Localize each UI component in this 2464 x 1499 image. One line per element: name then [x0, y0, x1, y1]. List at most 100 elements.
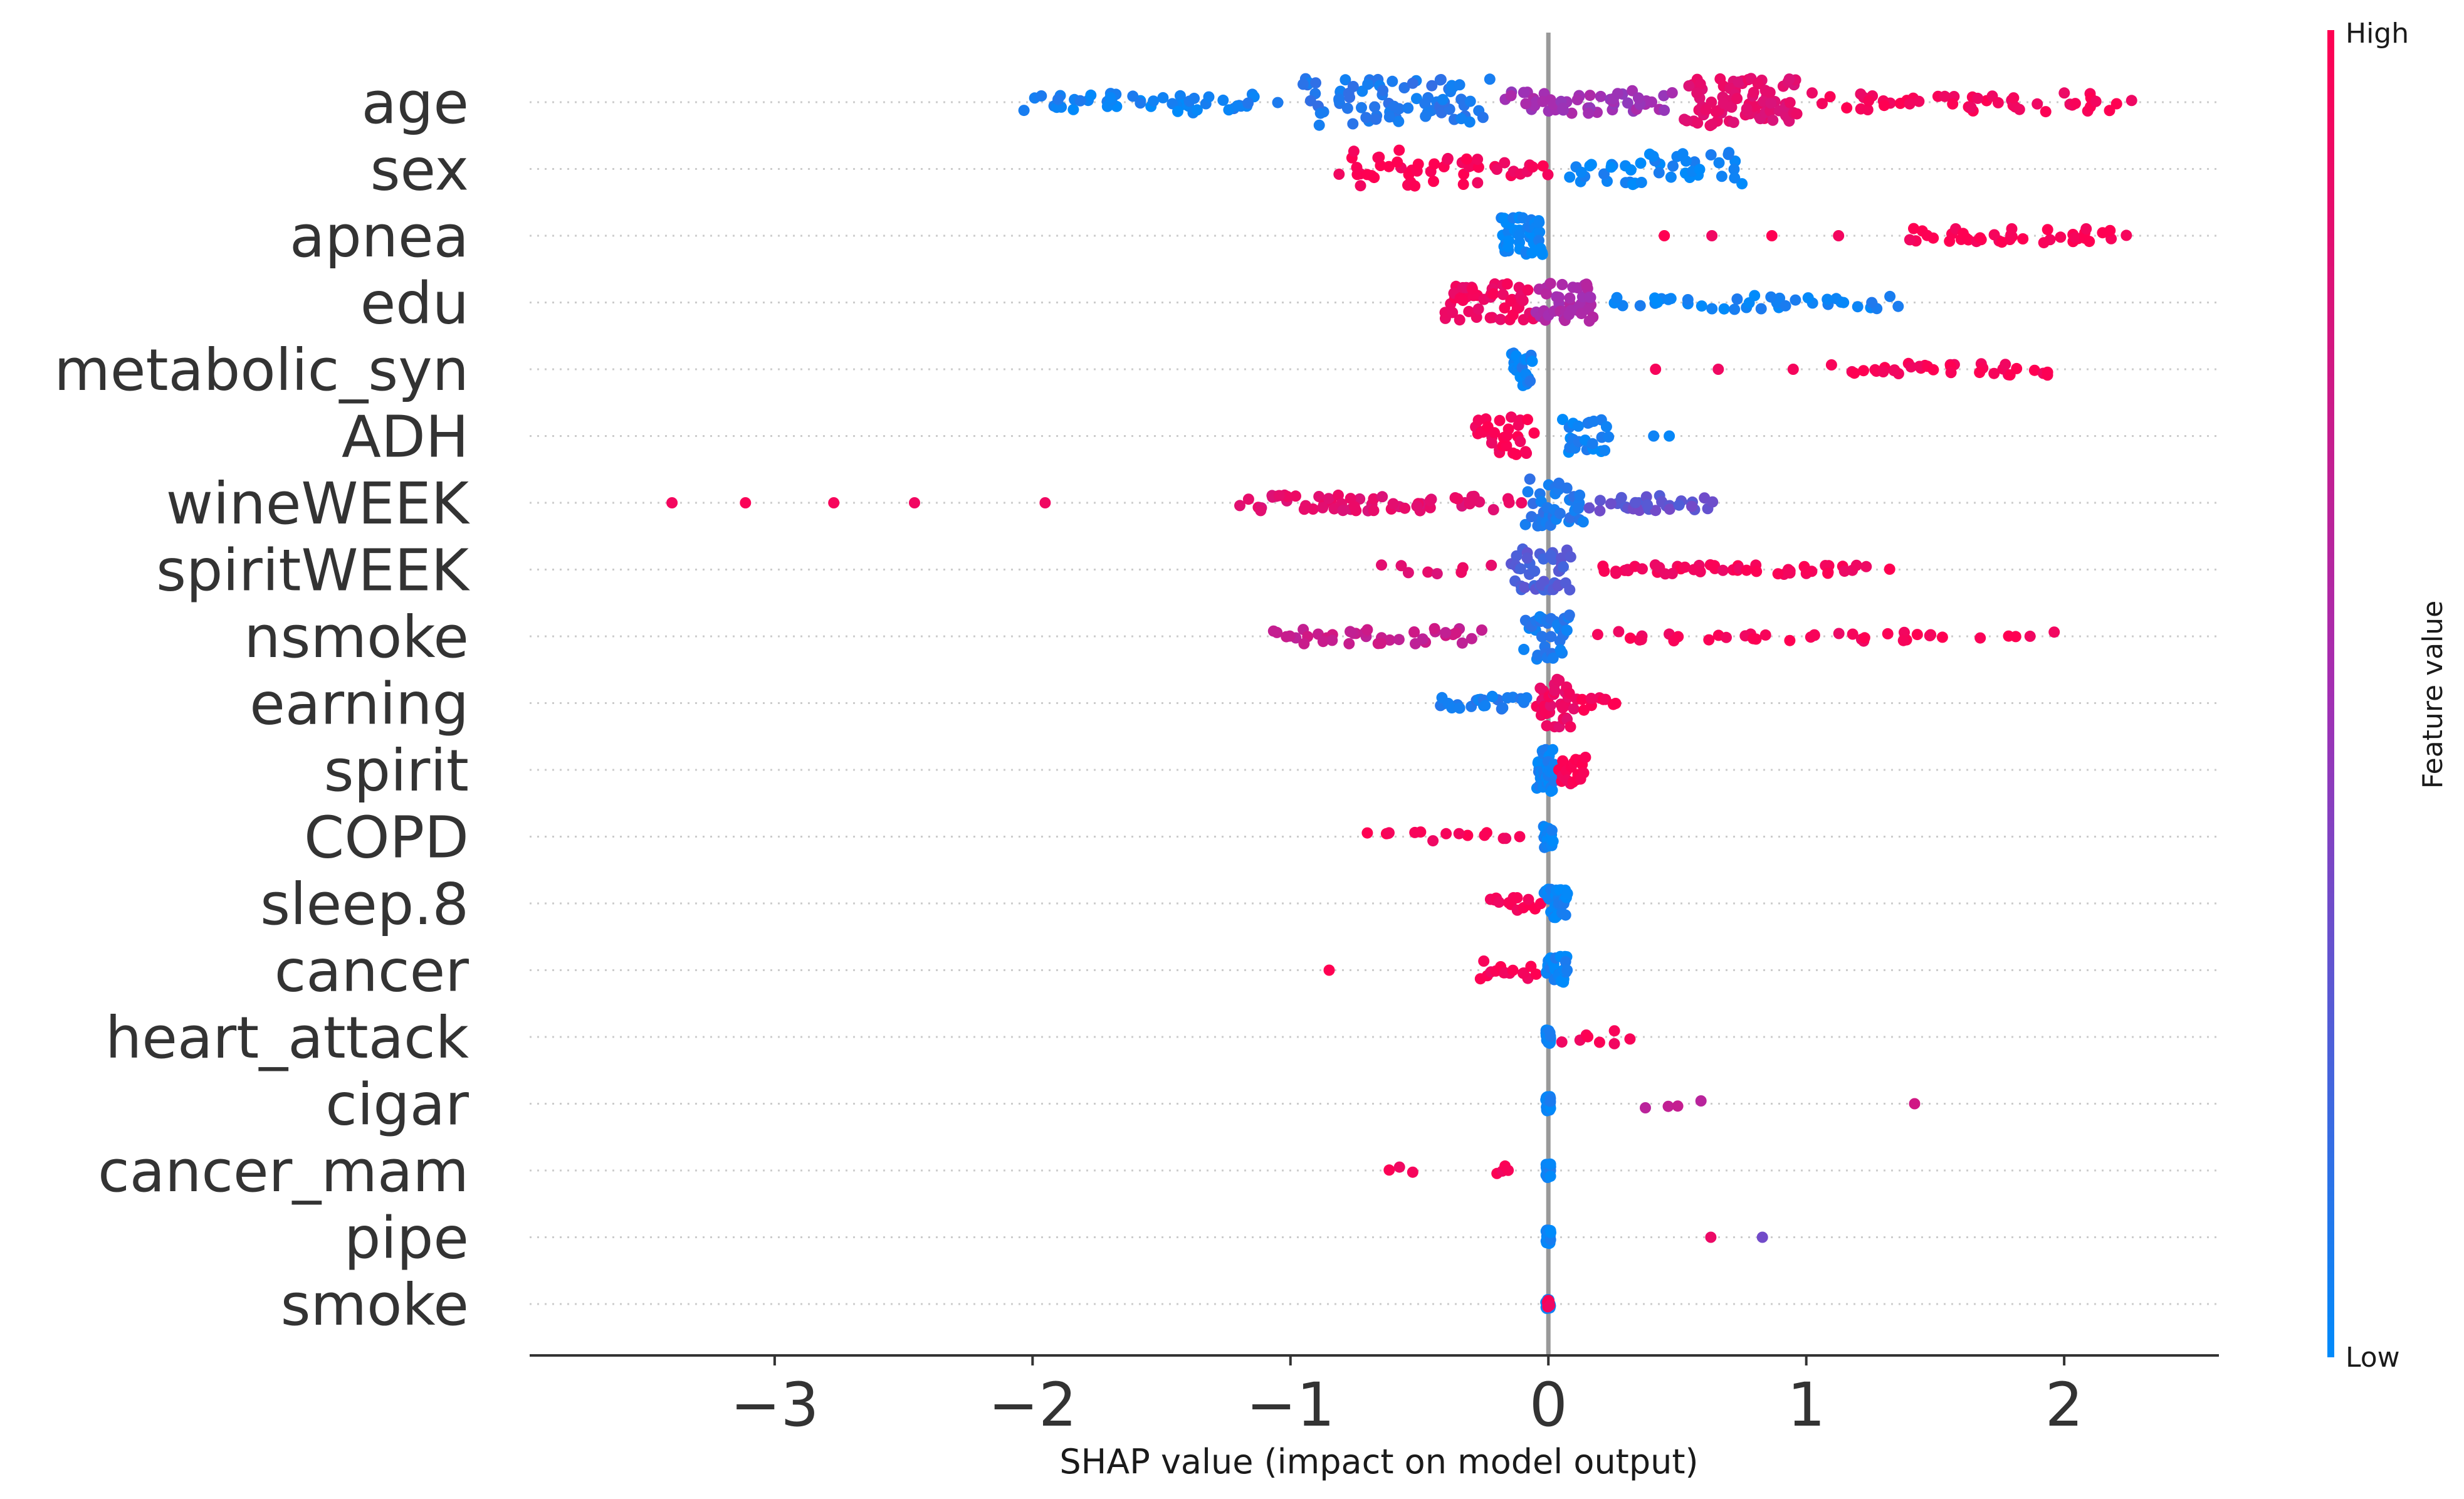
shap-point [1765, 97, 1777, 109]
shap-point [1524, 473, 1536, 485]
shap-point [1650, 364, 1662, 375]
shap-point [1574, 489, 1586, 501]
shap-point [1339, 74, 1351, 86]
shap-point [1514, 831, 1526, 843]
shap-point [1528, 427, 1540, 439]
shap-point [1456, 637, 1468, 649]
shap-point [1561, 624, 1573, 636]
shap-point [2055, 231, 2067, 243]
shap-point [1605, 498, 1617, 510]
shap-point [1533, 216, 1545, 228]
shap-point [1407, 1166, 1418, 1178]
shap-point [1375, 638, 1387, 649]
shap-point [2005, 229, 2017, 241]
shap-point [1450, 627, 1462, 639]
shap-point [1534, 226, 1546, 238]
shap-point [1317, 502, 1329, 513]
shap-point [1518, 87, 1529, 98]
shap-point [1530, 968, 1542, 980]
x-tick-label: −1 [1246, 1370, 1335, 1440]
shap-point [1349, 501, 1360, 513]
shap-point [1486, 437, 1497, 449]
shap-point [1477, 112, 1489, 124]
shap-point [1388, 100, 1400, 112]
shap-point [1452, 493, 1464, 505]
shap-point [1700, 104, 1712, 116]
shap-point [1267, 625, 1279, 637]
shap-point [1534, 898, 1546, 910]
shap-point [1765, 291, 1777, 303]
shap-point [1553, 292, 1565, 303]
shap-point [1478, 955, 1490, 967]
shap-point [1074, 95, 1086, 107]
shap-point [1598, 168, 1610, 180]
shap-point [1440, 627, 1452, 639]
shap-point [1605, 161, 1617, 173]
shap-point [1858, 365, 1869, 377]
shap-point [1927, 364, 1939, 376]
shap-point [1039, 497, 1051, 508]
shap-point [1755, 303, 1767, 315]
shap-point [2069, 98, 2081, 110]
shap-point [1947, 98, 1959, 110]
shap-point [1052, 93, 1064, 105]
shap-point [1627, 179, 1638, 191]
shap-point [1411, 500, 1423, 512]
shap-point [1487, 504, 1499, 515]
shap-point [1884, 563, 1895, 575]
shap-point [1506, 411, 1517, 423]
shap-point [1501, 430, 1513, 441]
shap-point [1610, 698, 1622, 709]
shap-point [1499, 157, 1511, 169]
shap-point [1547, 835, 1559, 847]
shap-point [1376, 559, 1387, 571]
shap-point [1673, 499, 1685, 511]
shap-point [1850, 559, 1862, 571]
shap-point [1858, 632, 1870, 644]
shap-point [1457, 562, 1469, 574]
shap-point [1600, 421, 1612, 433]
shap-point [1974, 367, 1986, 379]
shap-point [1273, 490, 1285, 502]
shap-point [1904, 234, 1916, 246]
shap-point [1741, 103, 1753, 115]
shap-point [1497, 702, 1509, 713]
shap-point [1691, 87, 1703, 99]
shap-point [1594, 505, 1606, 517]
shap-point [1465, 633, 1477, 644]
shap-point [1347, 81, 1359, 92]
shap-point [1462, 829, 1474, 841]
shap-point [1914, 360, 1926, 372]
shap-point [1174, 90, 1186, 102]
shap-point [2090, 95, 2102, 107]
shap-point [1333, 93, 1345, 105]
shap-point [1361, 169, 1373, 181]
shap-point [1583, 107, 1595, 119]
shap-point [1824, 91, 1836, 103]
shap-point [1718, 303, 1730, 315]
shap-point [1412, 158, 1424, 170]
shap-point [1566, 107, 1578, 119]
row-gridlines [530, 101, 2219, 1305]
shap-point [1472, 303, 1484, 315]
shap-point [1067, 103, 1079, 115]
shap-point [1852, 301, 1864, 313]
shap-point [1503, 235, 1515, 247]
feature-label-ADH: ADH [342, 404, 469, 471]
shap-point [1863, 95, 1875, 107]
shap-point [1018, 105, 1030, 117]
shap-point [1992, 97, 2004, 108]
shap-point [1557, 102, 1569, 114]
shap-point [1784, 97, 1796, 108]
shap-point [1586, 438, 1598, 450]
shap-point [1756, 1231, 1768, 1243]
shap-point [1422, 566, 1434, 578]
shap-point [1706, 230, 1718, 241]
shap-point [1610, 567, 1622, 579]
shap-point [1575, 166, 1587, 178]
shap-point [666, 497, 678, 508]
shap-point [1453, 828, 1465, 839]
shap-point [1727, 117, 1739, 129]
shap-point [1104, 92, 1116, 103]
shap-point [1751, 565, 1763, 577]
